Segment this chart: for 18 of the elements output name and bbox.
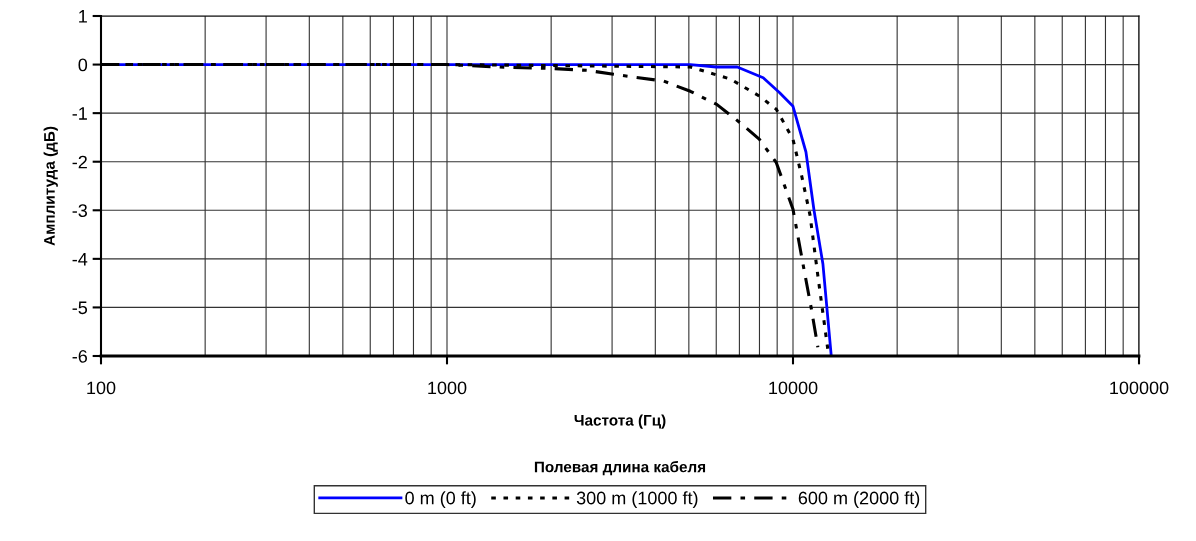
y-axis-title: Амплитуда (дБ)	[43, 126, 58, 246]
x-tick-label: 10000	[769, 381, 818, 395]
x-tick-label: 100000	[1110, 381, 1169, 395]
x-tick-label: 100	[87, 381, 116, 395]
y-tick-label: -5	[72, 301, 88, 315]
legend-label: 0 m (0 ft)	[405, 491, 476, 508]
x-axis-title: Частота (Гц)	[574, 414, 666, 429]
y-tick-label: -1	[72, 107, 87, 120]
y-tick-label: 0	[78, 58, 88, 72]
legend-title: Полевая длина кабеля	[534, 460, 706, 476]
legend-label: 600 m (2000 ft)	[798, 491, 920, 508]
y-tick-label: -3	[72, 204, 88, 218]
y-tick-label: -4	[72, 252, 88, 266]
legend-label: 300 m (1000 ft)	[576, 491, 698, 508]
x-tick-label: 1000	[428, 381, 467, 395]
y-tick-label: 1	[79, 10, 87, 23]
y-tick-label: -6	[72, 349, 88, 363]
y-tick-label: -2	[72, 155, 87, 169]
